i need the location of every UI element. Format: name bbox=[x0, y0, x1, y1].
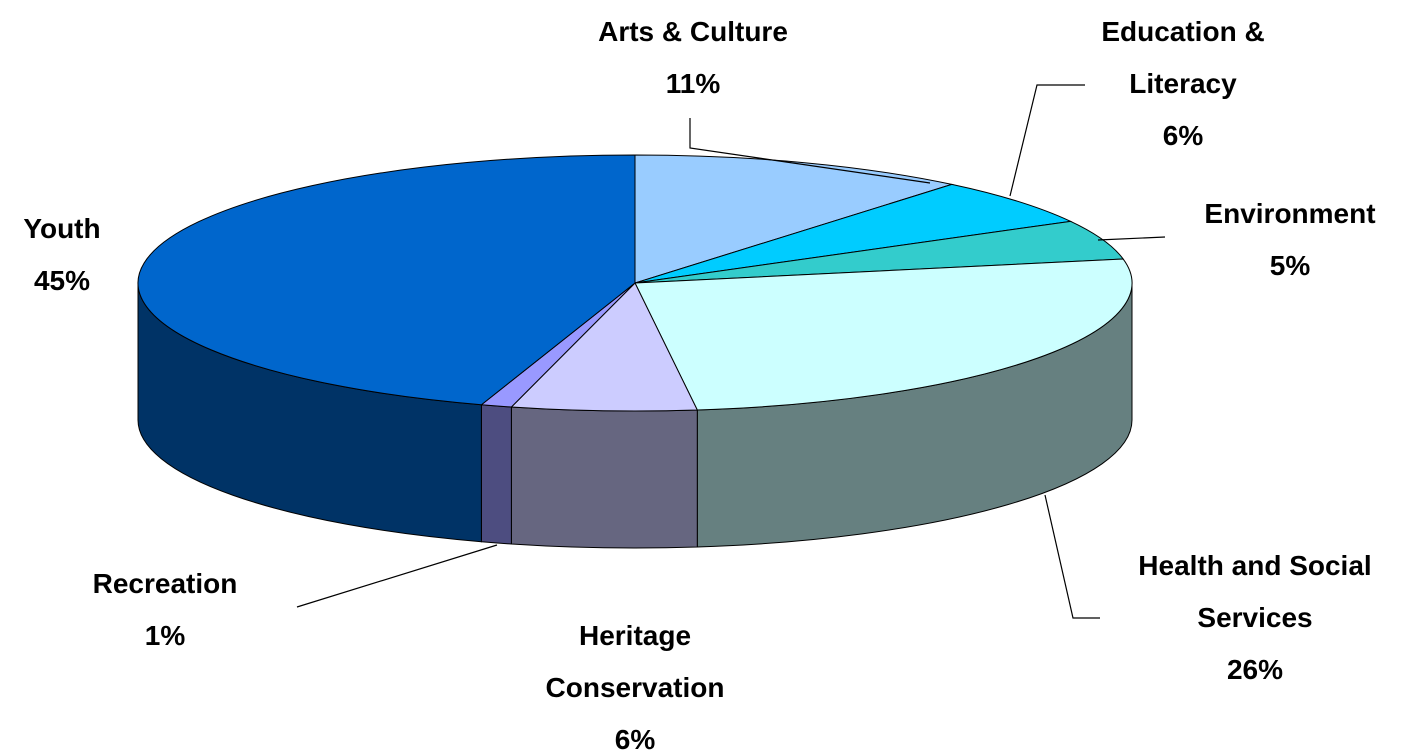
pie-slice bbox=[137, 154, 636, 406]
pie-slice bbox=[510, 282, 699, 412]
category-label: Environment bbox=[1204, 198, 1376, 229]
value-label: 45% bbox=[33, 265, 91, 296]
value-label: 1% bbox=[144, 620, 186, 651]
slice-label: Youth 45% bbox=[2, 203, 122, 307]
category-label: Heritage Conservation bbox=[545, 620, 725, 703]
slice-label: Arts & Culture 11% bbox=[533, 6, 853, 110]
leader-line bbox=[689, 118, 931, 184]
leader-line bbox=[1044, 494, 1100, 619]
slice-label: Education & Literacy 6% bbox=[1063, 6, 1303, 162]
leader-line bbox=[1097, 236, 1166, 241]
leader-line bbox=[296, 544, 498, 608]
value-label: 5% bbox=[1269, 250, 1311, 281]
value-label: 26% bbox=[1226, 654, 1284, 685]
slice-label: Environment 5% bbox=[1170, 188, 1410, 292]
pie-slice bbox=[634, 154, 954, 284]
pie-tops bbox=[137, 154, 1133, 412]
slice-label: Recreation 1% bbox=[45, 558, 285, 662]
category-label: Health and Social Services bbox=[1138, 550, 1372, 633]
pie-slice bbox=[634, 183, 1073, 284]
category-label: Education & Literacy bbox=[1101, 16, 1265, 99]
pie-sides bbox=[137, 282, 1133, 549]
category-label: Arts & Culture bbox=[598, 16, 788, 47]
slice-label: Health and Social Services 26% bbox=[1110, 540, 1400, 696]
category-label: Recreation bbox=[92, 568, 238, 599]
category-label: Youth bbox=[23, 213, 101, 244]
leader-line bbox=[1009, 84, 1085, 197]
slice-label: Heritage Conservation 6% bbox=[520, 610, 750, 752]
value-label: 6% bbox=[614, 724, 656, 752]
slice-side bbox=[480, 404, 512, 545]
leader-lines bbox=[296, 84, 1166, 619]
slice-side bbox=[510, 406, 698, 549]
value-label: 6% bbox=[1162, 120, 1204, 151]
pie-slice bbox=[634, 258, 1133, 411]
value-label: 11% bbox=[665, 68, 721, 99]
